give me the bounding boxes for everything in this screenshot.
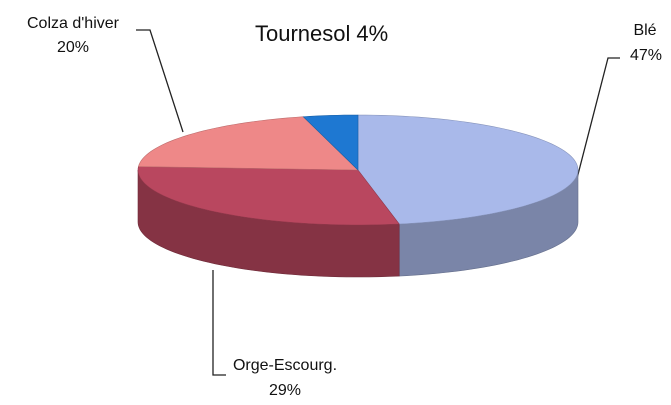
leader-line <box>212 270 226 376</box>
leader-line <box>136 29 184 133</box>
data-label: Tournesol 4% <box>255 21 388 46</box>
category-label: Blé <box>633 22 656 39</box>
value-label: 29% <box>269 382 301 399</box>
slice <box>137 166 400 226</box>
category-label: Colza d'hiver <box>27 15 120 32</box>
value-label: 20% <box>57 39 89 56</box>
category-label: Orge-Escourg. <box>233 357 337 374</box>
slice <box>357 114 579 225</box>
value-label: 47% <box>630 47 662 64</box>
value-label: 4% <box>356 21 388 46</box>
leader-line <box>573 57 620 191</box>
slice <box>302 114 359 171</box>
slice <box>138 116 359 171</box>
category-label: Tournesol <box>255 21 350 46</box>
